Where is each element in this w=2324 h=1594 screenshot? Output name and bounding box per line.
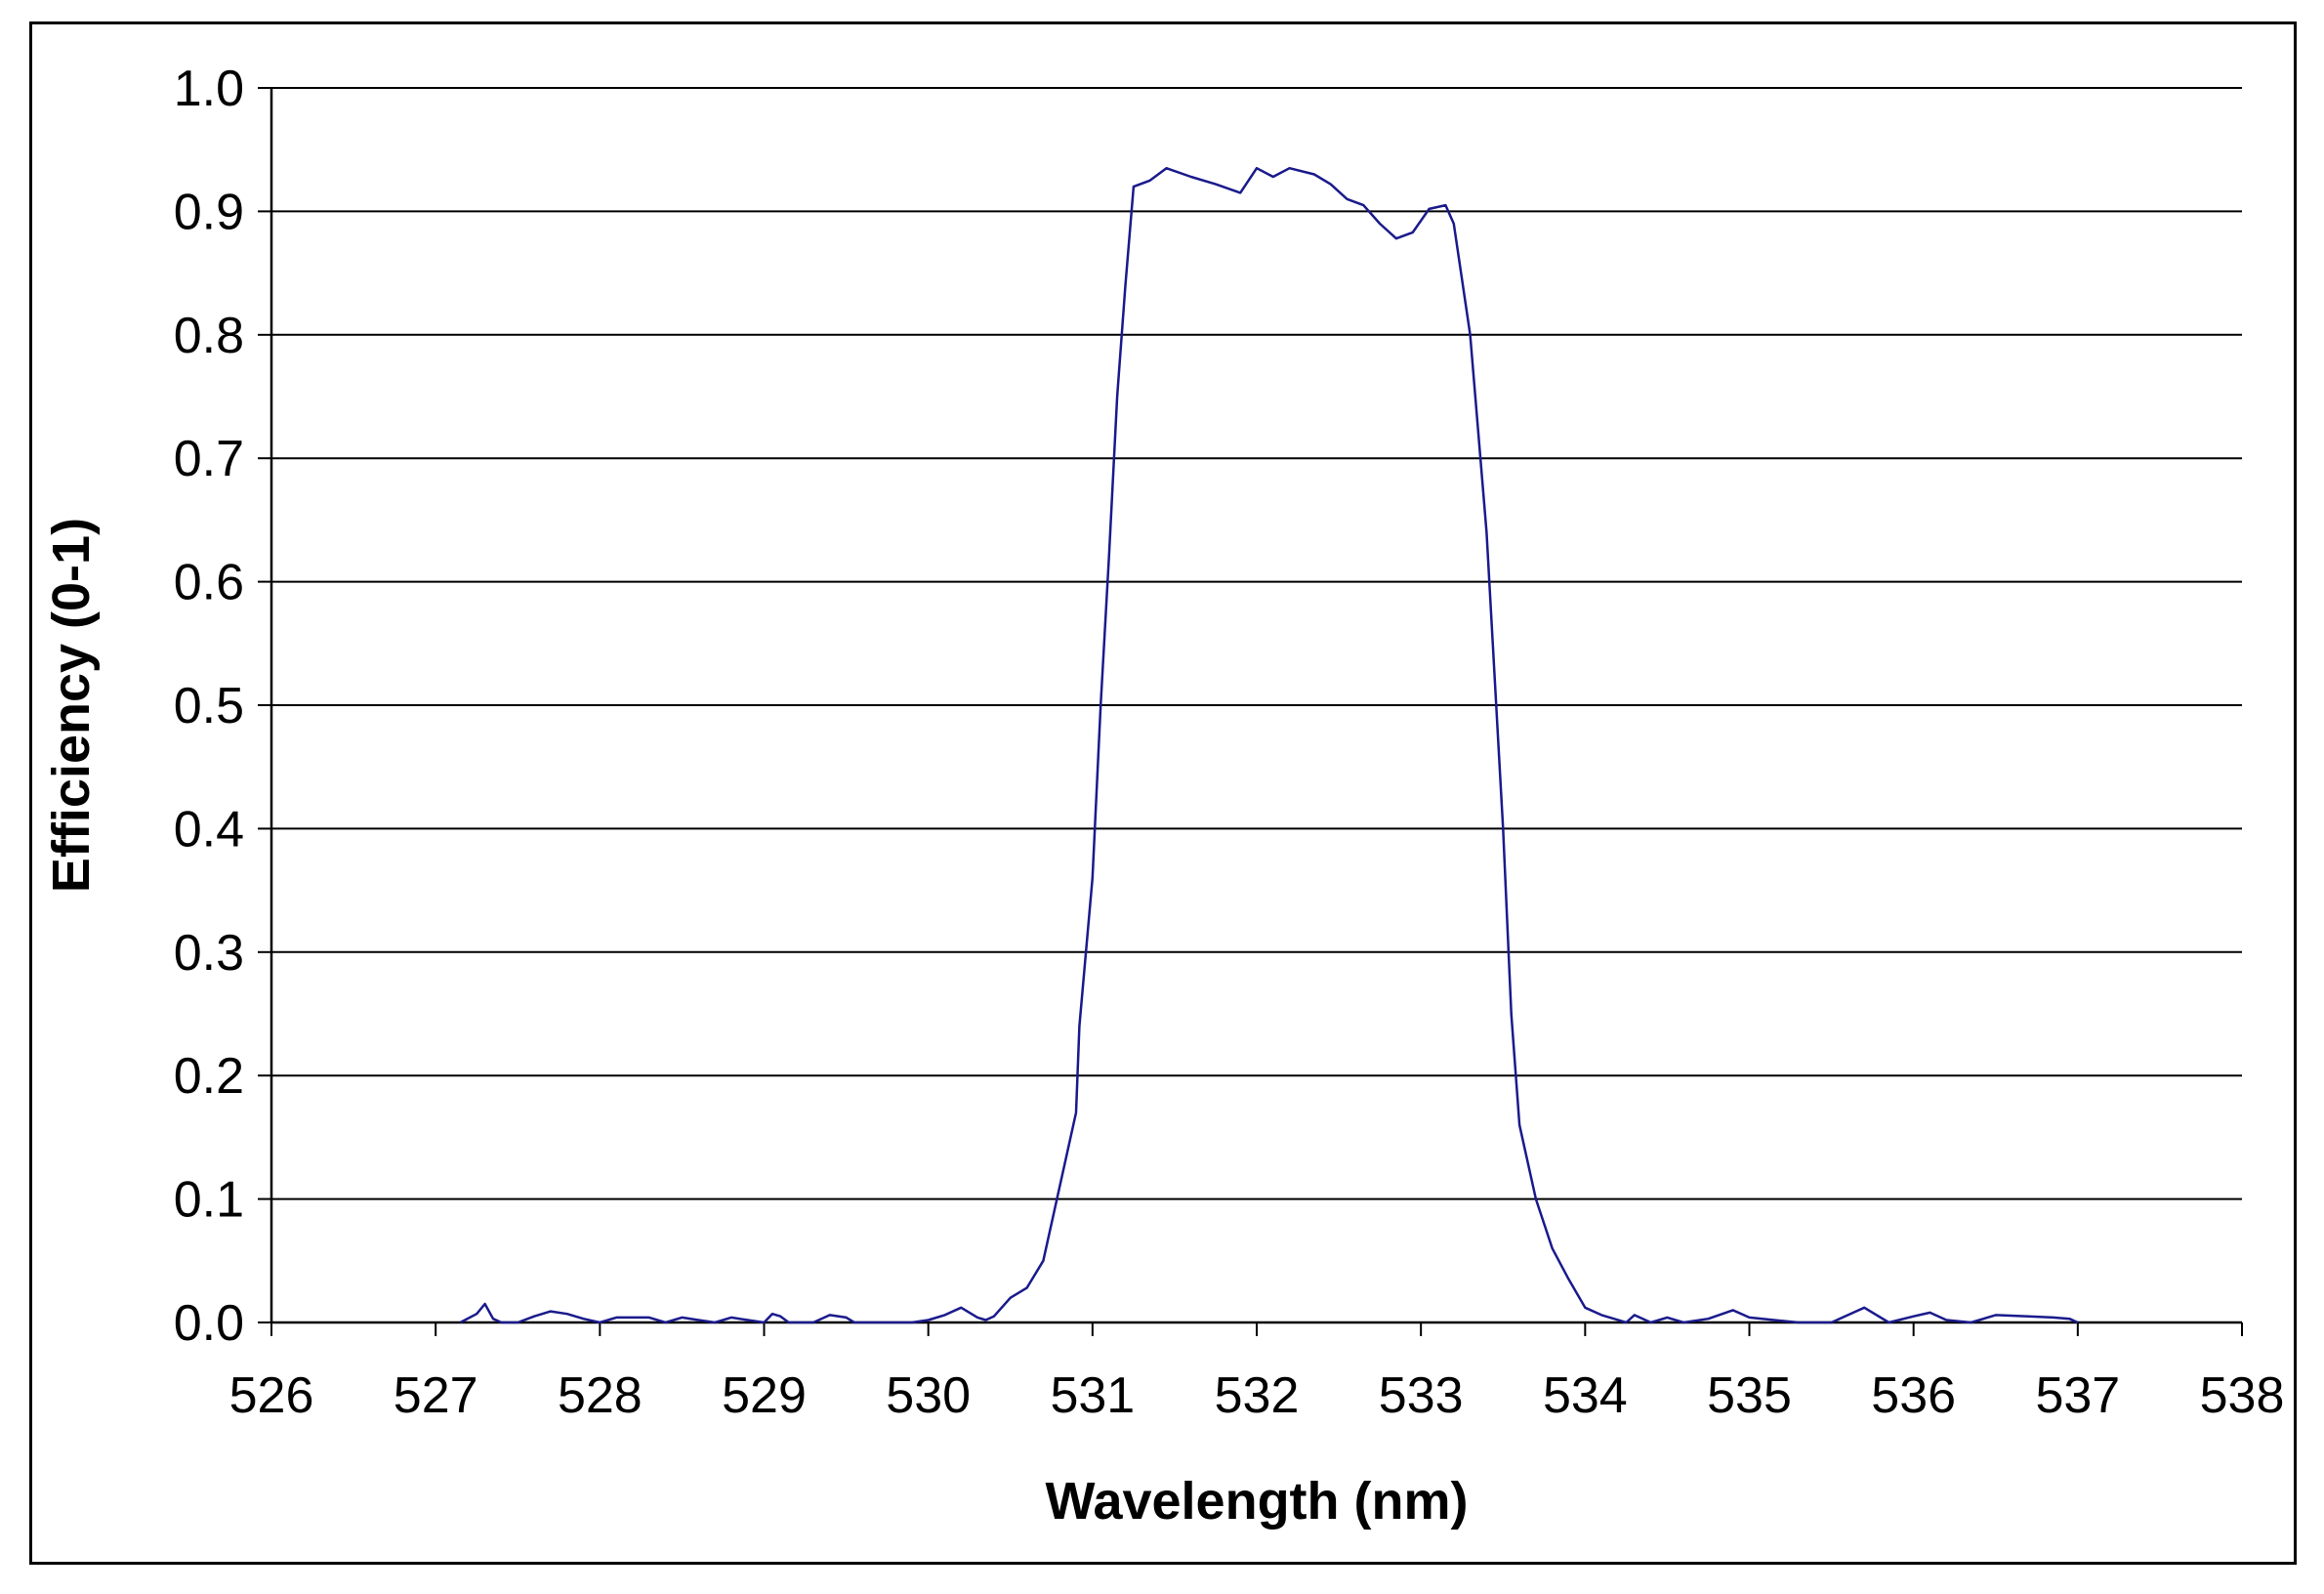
gridlines [271, 87, 2242, 1200]
x-tick-label: 528 [558, 1367, 643, 1424]
y-tick-label: 0.8 [174, 308, 244, 364]
y-tick-label: 0.4 [174, 801, 244, 858]
x-tick-labels: 526 527 528 529 530 531 532 533 534 535 536 537 538 [229, 1367, 2285, 1424]
y-tick-label: 0.5 [174, 678, 244, 734]
x-tick-label: 531 [1050, 1367, 1135, 1424]
x-tick-label: 535 [1707, 1367, 1792, 1424]
y-tick-label: 0.0 [174, 1295, 244, 1352]
x-tick-label: 536 [1871, 1367, 1956, 1424]
chart-frame: 526 527 528 529 530 531 532 533 534 535 536 537 538 … [29, 21, 2297, 1565]
y-tick-label: 0.7 [174, 431, 244, 487]
x-axis-title: Wavelength (nm) [1045, 1472, 1468, 1531]
x-tick-label: 534 [1543, 1367, 1628, 1424]
y-axis-title: Efficiency (0-1) [42, 518, 101, 893]
y-tick-label: 0.1 [174, 1172, 244, 1229]
y-tick-label: 0.2 [174, 1048, 244, 1105]
series-line-0 [459, 166, 2079, 1324]
y-tick-label: 0.9 [174, 184, 244, 240]
x-tick-label: 527 [394, 1367, 478, 1424]
x-tick-label: 538 [2200, 1367, 2285, 1424]
x-tick-label: 530 [886, 1367, 971, 1424]
series-layer [459, 166, 2079, 1324]
y-tick-labels: 0.0 0.1 0.2 0.3 0.4 0.5 0.6 0.7 0.8 0.9 1.0 [174, 61, 244, 1352]
x-tick-label: 526 [229, 1367, 314, 1424]
x-tick-label: 532 [1215, 1367, 1300, 1424]
axes [258, 87, 2243, 1336]
x-tick-label: 533 [1379, 1367, 1464, 1424]
y-tick-label: 0.3 [174, 925, 244, 982]
efficiency-chart: 526 527 528 529 530 531 532 533 534 535 536 537 538 … [42, 61, 2285, 1531]
x-tick-label: 529 [722, 1367, 807, 1424]
y-tick-label: 1.0 [174, 61, 244, 117]
y-tick-label: 0.6 [174, 555, 244, 611]
x-tick-label: 537 [2035, 1367, 2120, 1424]
